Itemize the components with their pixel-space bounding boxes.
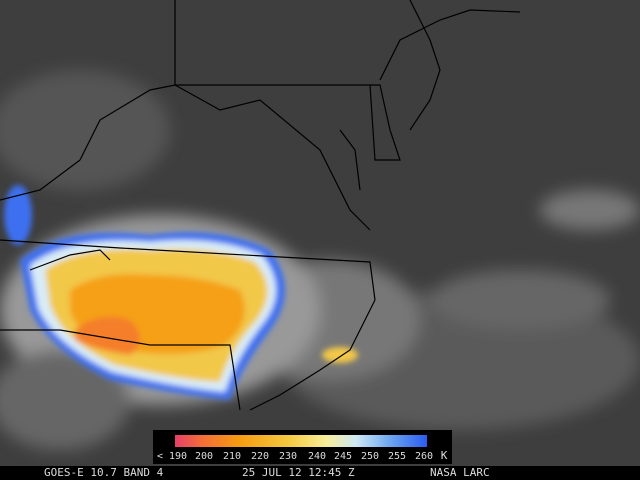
legend-label: 220 [251,451,269,462]
legend-label: 240 [308,451,326,462]
legend-label: 200 [195,451,213,462]
footer-datetime: 25 JUL 12 12:45 Z [242,466,355,479]
legend-colorbar [175,435,427,447]
legend-label: 255 [388,451,406,462]
footer-satellite: GOES-E 10.7 BAND 4 [44,466,164,479]
footer-source: NASA LARC [430,466,490,479]
legend-label: < 190 [157,451,187,462]
legend-label: 210 [223,451,241,462]
legend-unit: K [441,449,448,462]
legend-labels: < 190 200 210 220 230 240 245 250 255 260 [157,451,433,462]
legend-label: 260 [415,451,433,462]
legend-label: 250 [361,451,379,462]
cold-cloud-tops [4,185,358,400]
legend-label: 230 [279,451,297,462]
state-borders [0,0,521,411]
footer-bar [0,466,640,480]
legend-label: 245 [334,451,352,462]
